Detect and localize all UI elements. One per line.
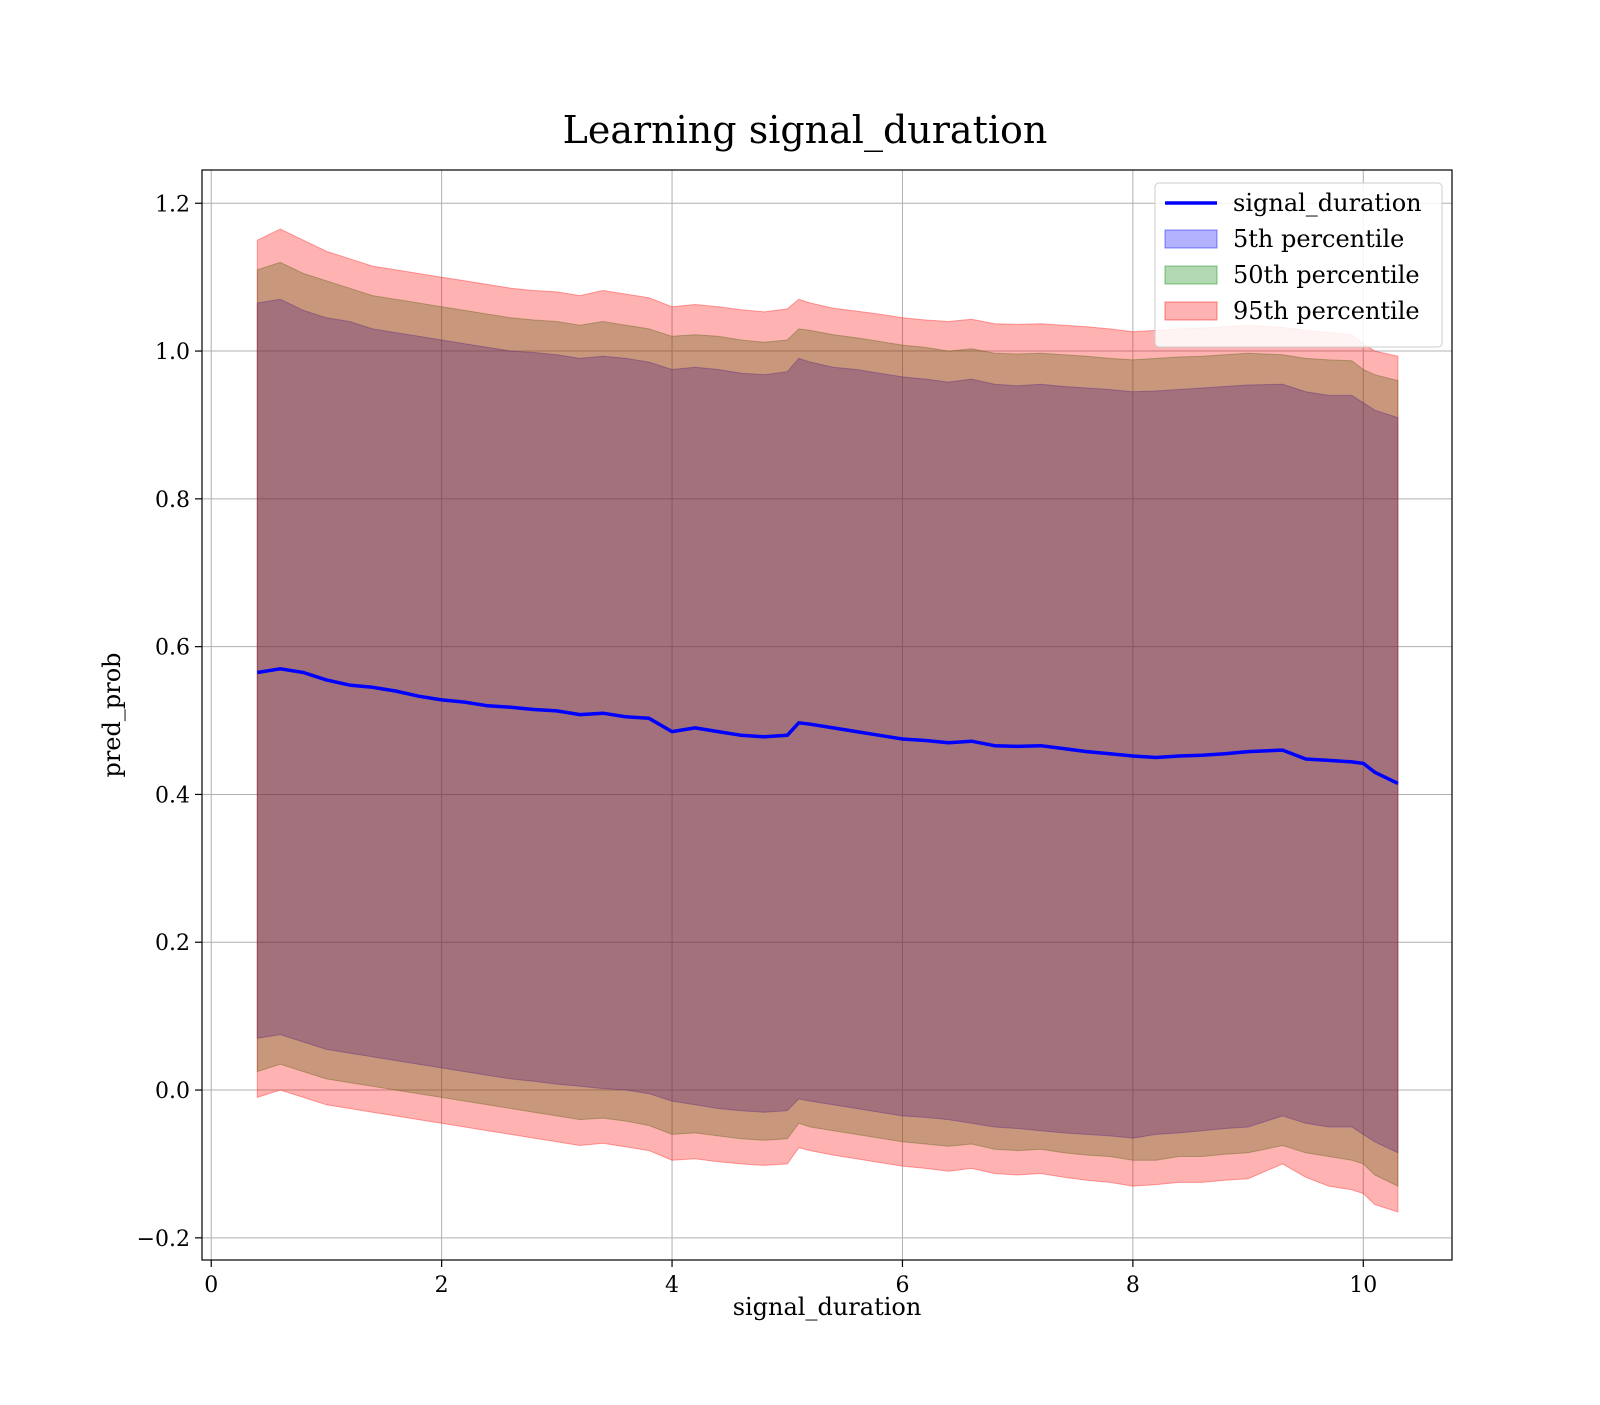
y-tick-label: 0.8 [155,488,190,513]
y-tick-label: 1.2 [155,192,190,217]
y-tick-label: 0.4 [155,783,190,808]
x-axis-label: signal_duration [733,1293,922,1321]
legend-band-swatch [1164,301,1218,321]
band-95th-percentile [256,228,1399,1213]
y-tick-label: −0.2 [137,1227,190,1252]
y-tick-label: 0.6 [155,636,190,661]
percentile-bands [256,228,1399,1213]
x-tick-label: 0 [204,1273,218,1298]
band-50th-percentile [256,261,1399,1187]
legend-label: 50th percentile [1233,261,1420,289]
x-tick-label: 2 [435,1273,449,1298]
axis-ticks: 0 2 4 6 8 10 −0.2 0.0 0.2 0.4 0.6 0.8 1.0 1.2 [137,192,1378,1298]
legend-label: 5th percentile [1233,225,1404,253]
plot-frame [201,169,1453,1261]
y-axis-label: pred_prob [98,652,126,777]
legend-band-swatch [1164,229,1218,249]
x-tick-label: 4 [665,1273,679,1298]
chart-title: Learning signal_duration [563,108,1048,153]
line-signal_duration [257,667,1399,785]
y-tick-label: 0.0 [155,1079,190,1104]
legend-box [1154,182,1443,348]
series-lines [257,667,1399,785]
x-tick-label: 6 [895,1273,909,1298]
legend-band-swatch [1164,265,1218,285]
legend-label: 95th percentile [1233,297,1420,325]
legend: signal_duration 5th percentile 50th percen… [1154,182,1443,348]
x-tick-label: 10 [1349,1273,1377,1298]
y-tick-label: 0.2 [155,931,190,956]
y-tick-label: 1.0 [155,340,190,365]
x-tick-label: 8 [1126,1273,1140,1298]
legend-label: signal_duration [1233,189,1422,217]
